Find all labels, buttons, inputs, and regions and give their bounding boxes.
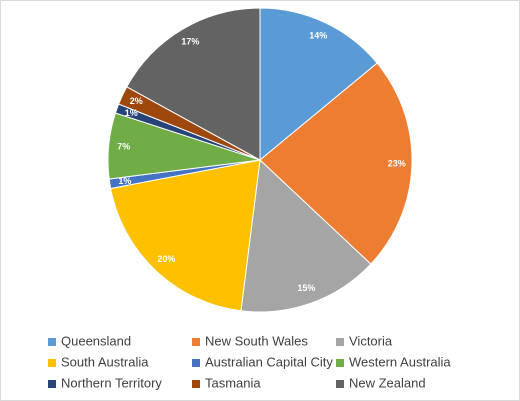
legend-swatch [192, 338, 200, 346]
legend-label: South Australia [61, 354, 149, 369]
pie-slice [259, 62, 413, 265]
data-label: 20% [157, 254, 175, 264]
data-label: 7% [117, 142, 130, 152]
data-label: 23% [388, 159, 406, 169]
legend-swatch [192, 359, 200, 367]
pie-slice [240, 158, 372, 313]
data-label: 14% [309, 31, 327, 41]
data-label: 1% [118, 176, 131, 186]
data-label: 15% [297, 283, 315, 293]
legend-label: Western Australia [349, 354, 451, 369]
legend-label: Australian Capital City [205, 354, 333, 369]
legend-swatch [48, 359, 56, 367]
data-label: 1% [125, 108, 138, 118]
legend-swatch [48, 338, 56, 346]
legend-swatch [336, 359, 344, 367]
legend-label: Victoria [349, 333, 393, 348]
data-label: 17% [181, 37, 199, 47]
pie-slice [110, 159, 261, 312]
pie-slice [126, 7, 261, 161]
legend-swatch [192, 380, 200, 388]
legend-swatch [336, 338, 344, 346]
legend-label: New South Wales [205, 333, 308, 348]
legend-label: Northern Territory [61, 375, 162, 390]
legend-label: New Zealand [349, 375, 426, 390]
legend-label: Tasmania [205, 375, 261, 390]
legend-swatch [336, 380, 344, 388]
data-label: 2% [130, 96, 143, 106]
pie-slice [259, 7, 378, 162]
legend-swatch [48, 380, 56, 388]
legend-label: Queensland [61, 333, 131, 348]
